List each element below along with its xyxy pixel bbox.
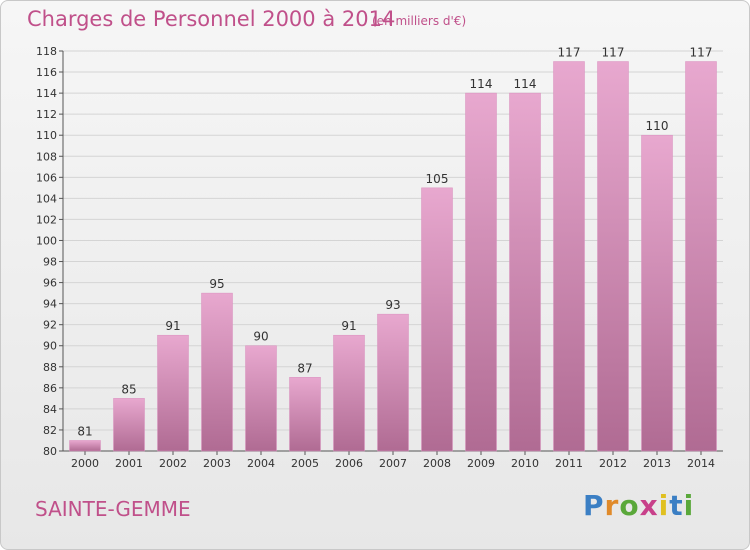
y-tick-label: 94	[43, 298, 57, 311]
y-tick-label: 88	[43, 361, 57, 374]
y-tick-label: 108	[36, 150, 57, 163]
value-label-2008: 105	[426, 172, 449, 186]
unit-label: (en milliers d'€)	[372, 14, 467, 28]
commune-name: SAINTE-GEMME	[35, 497, 191, 521]
x-tick-label: 2009	[467, 457, 495, 470]
x-tick-label: 2013	[643, 457, 671, 470]
y-tick-label: 90	[43, 340, 57, 353]
y-tick-label: 96	[43, 277, 57, 290]
x-tick-label: 2007	[379, 457, 407, 470]
x-tick-label: 2005	[291, 457, 319, 470]
value-label-2000: 81	[77, 424, 92, 438]
y-tick-label: 98	[43, 256, 57, 269]
bar-2012	[597, 61, 629, 452]
value-label-2005: 87	[297, 361, 312, 375]
value-label-2007: 93	[385, 298, 400, 312]
value-label-2003: 95	[209, 277, 224, 291]
bar-2002	[157, 334, 189, 452]
value-label-2012: 117	[602, 46, 625, 60]
y-tick-label: 114	[36, 87, 57, 100]
value-label-2004: 90	[253, 330, 268, 344]
bar-2006	[333, 334, 365, 452]
value-label-2010: 114	[514, 77, 537, 91]
labels-layer: 81 85 91 95 90 87 91 93 105 114 114 117 117 110 117	[77, 46, 712, 439]
bar-2011	[553, 61, 585, 452]
x-tick-label: 2014	[687, 457, 715, 470]
bar-2008	[421, 187, 453, 452]
bar-2013	[641, 134, 673, 452]
y-tick-label: 102	[36, 213, 57, 226]
proxiti-logo: Proxiti	[583, 489, 695, 522]
y-tick-label: 92	[43, 319, 57, 332]
y-tick-label: 110	[36, 129, 57, 142]
x-tick-label: 2002	[159, 457, 187, 470]
y-tick-label: 86	[43, 382, 57, 395]
y-tick-label: 118	[36, 45, 57, 58]
bar-2001	[113, 398, 145, 452]
chart-title: Charges de Personnel 2000 à 2014	[27, 7, 396, 31]
x-tick-label: 2012	[599, 457, 627, 470]
x-tick-label: 2004	[247, 457, 275, 470]
y-tick-label: 84	[43, 403, 57, 416]
x-tick-label: 2006	[335, 457, 363, 470]
x-tick-label: 2000	[71, 457, 99, 470]
x-tick-label: 2003	[203, 457, 231, 470]
x-tick-label: 2011	[555, 457, 583, 470]
bar-2010	[509, 92, 541, 452]
y-tick-label: 104	[36, 192, 57, 205]
y-tick-label: 82	[43, 424, 57, 437]
y-tick-label: 106	[36, 171, 57, 184]
value-label-2001: 85	[121, 382, 136, 396]
y-tick-label: 100	[36, 234, 57, 247]
value-label-2011: 117	[558, 46, 581, 60]
value-label-2009: 114	[470, 77, 493, 91]
bar-2007	[377, 313, 409, 452]
value-label-2014: 117	[690, 46, 713, 60]
y-tick-label: 116	[36, 66, 57, 79]
y-tick-label: 80	[43, 445, 57, 458]
value-label-2013: 110	[646, 119, 669, 133]
x-tick-label: 2010	[511, 457, 539, 470]
bar-2009	[465, 92, 497, 452]
bar-2004	[245, 345, 277, 452]
bar-2003	[201, 292, 233, 452]
bar-2005	[289, 377, 321, 452]
bar-2014	[685, 61, 717, 452]
value-label-2002: 91	[165, 319, 180, 333]
y-tick-label: 112	[36, 108, 57, 121]
value-label-2006: 91	[341, 319, 356, 333]
x-tick-label: 2001	[115, 457, 143, 470]
bar-2000	[69, 440, 101, 452]
x-tick-label: 2008	[423, 457, 451, 470]
bars-layer	[69, 61, 717, 452]
